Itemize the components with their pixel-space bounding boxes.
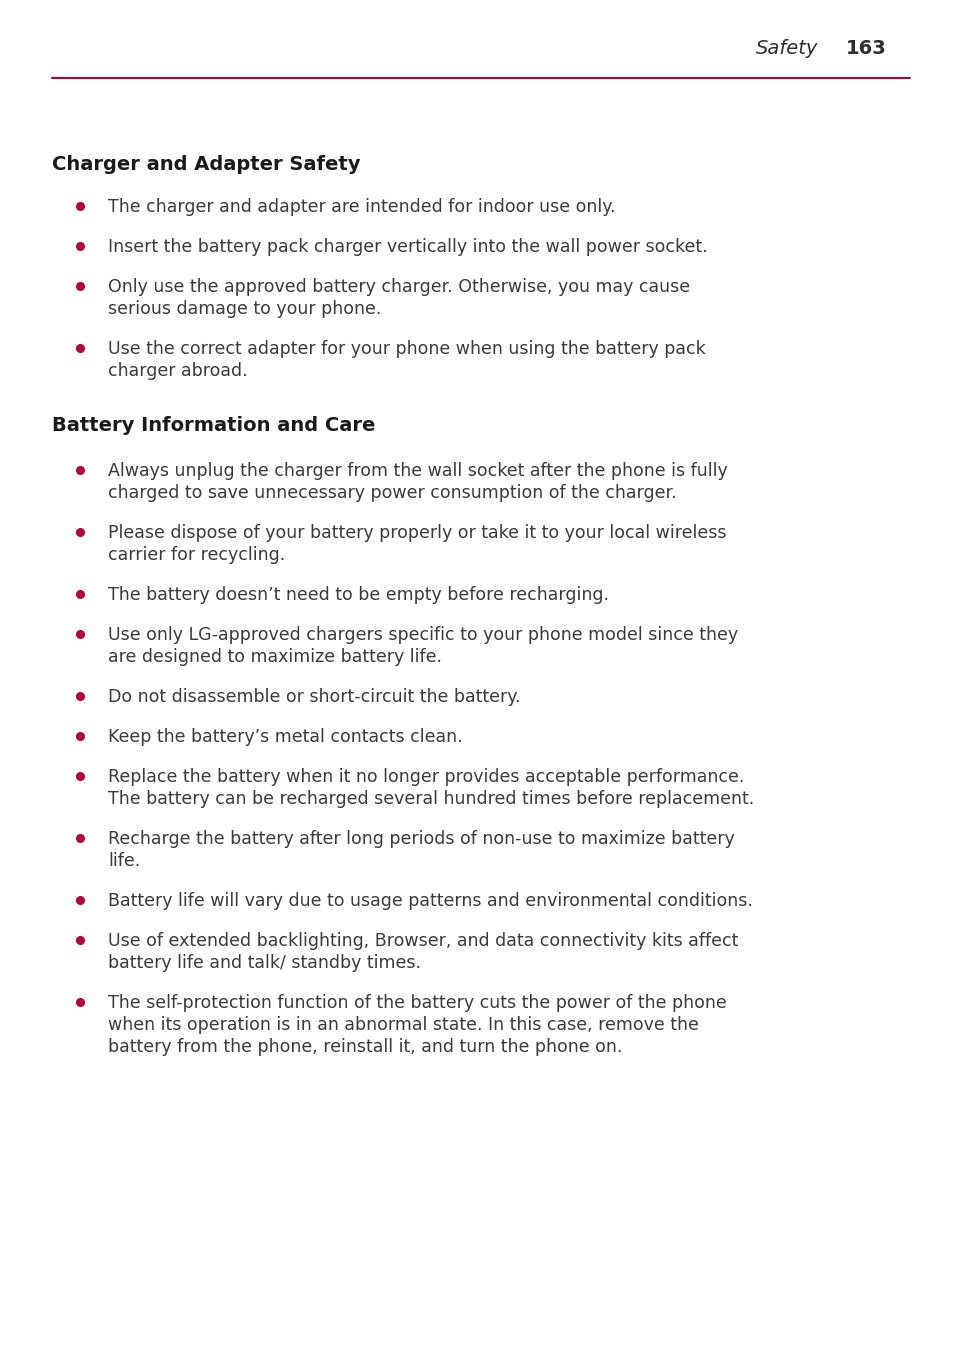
Text: are designed to maximize battery life.: are designed to maximize battery life. xyxy=(108,648,441,665)
Text: Recharge the battery after long periods of non-use to maximize battery: Recharge the battery after long periods … xyxy=(108,830,734,848)
Text: Only use the approved battery charger. Otherwise, you may cause: Only use the approved battery charger. O… xyxy=(108,279,689,296)
Text: Always unplug the charger from the wall socket after the phone is fully: Always unplug the charger from the wall … xyxy=(108,462,727,480)
Text: when its operation is in an abnormal state. In this case, remove the: when its operation is in an abnormal sta… xyxy=(108,1017,699,1034)
Text: charged to save unnecessary power consumption of the charger.: charged to save unnecessary power consum… xyxy=(108,484,676,502)
Text: serious damage to your phone.: serious damage to your phone. xyxy=(108,300,381,318)
Text: battery from the phone, reinstall it, and turn the phone on.: battery from the phone, reinstall it, an… xyxy=(108,1039,621,1056)
Text: Use the correct adapter for your phone when using the battery pack: Use the correct adapter for your phone w… xyxy=(108,340,705,358)
Text: Battery life will vary due to usage patterns and environmental conditions.: Battery life will vary due to usage patt… xyxy=(108,892,752,910)
Text: charger abroad.: charger abroad. xyxy=(108,362,248,380)
Text: Battery Information and Care: Battery Information and Care xyxy=(52,416,375,435)
Text: The battery doesn’t need to be empty before recharging.: The battery doesn’t need to be empty bef… xyxy=(108,586,608,604)
Text: life.: life. xyxy=(108,852,140,870)
Text: The self-protection function of the battery cuts the power of the phone: The self-protection function of the batt… xyxy=(108,993,726,1013)
Text: Do not disassemble or short-circuit the battery.: Do not disassemble or short-circuit the … xyxy=(108,687,520,707)
Text: The charger and adapter are intended for indoor use only.: The charger and adapter are intended for… xyxy=(108,198,615,215)
Text: battery life and talk/ standby times.: battery life and talk/ standby times. xyxy=(108,954,420,971)
Text: The battery can be recharged several hundred times before replacement.: The battery can be recharged several hun… xyxy=(108,790,754,808)
Text: Keep the battery’s metal contacts clean.: Keep the battery’s metal contacts clean. xyxy=(108,729,462,746)
Text: Safety: Safety xyxy=(755,38,818,58)
Text: Please dispose of your battery properly or take it to your local wireless: Please dispose of your battery properly … xyxy=(108,524,726,542)
Text: Insert the battery pack charger vertically into the wall power socket.: Insert the battery pack charger vertical… xyxy=(108,237,707,257)
Text: Replace the battery when it no longer provides acceptable performance.: Replace the battery when it no longer pr… xyxy=(108,768,743,786)
Text: Use of extended backlighting, Browser, and data connectivity kits affect: Use of extended backlighting, Browser, a… xyxy=(108,932,738,949)
Text: carrier for recycling.: carrier for recycling. xyxy=(108,546,285,564)
Text: Use only LG-approved chargers specific to your phone model since they: Use only LG-approved chargers specific t… xyxy=(108,626,738,643)
Text: 163: 163 xyxy=(845,38,886,58)
Text: Charger and Adapter Safety: Charger and Adapter Safety xyxy=(52,155,360,174)
